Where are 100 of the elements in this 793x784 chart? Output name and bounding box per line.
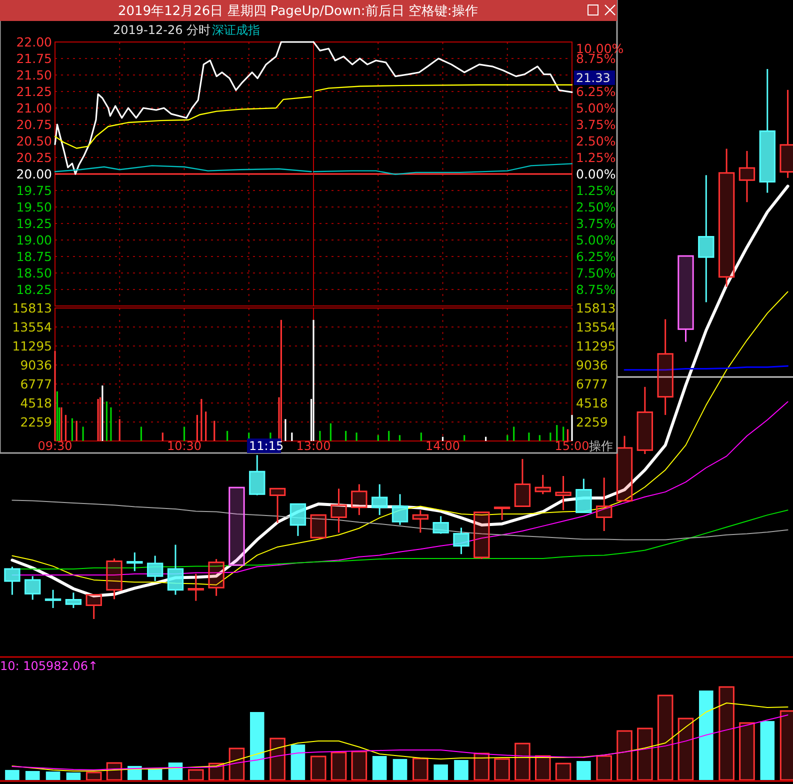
text: 深证成指 — [212, 23, 260, 37]
candlestick — [453, 526, 470, 555]
candlestick — [718, 148, 735, 288]
candlestick — [759, 68, 776, 194]
y-tick-label: 13554 — [12, 320, 52, 334]
bar — [86, 772, 102, 781]
bar — [739, 722, 755, 781]
y-tick-label: 15813 — [12, 300, 52, 316]
y2-tick-label: 0.00% — [576, 166, 616, 182]
y-tick-label: 4518 — [576, 396, 608, 410]
x-tick-label: 10:30 — [166, 439, 202, 453]
bar — [228, 748, 245, 781]
candlestick — [106, 558, 122, 600]
y-tick-label: 18.25 — [16, 282, 52, 297]
bar — [148, 768, 162, 780]
bar — [514, 742, 530, 781]
bar — [454, 760, 468, 780]
y2-tick-label: 8.75% — [576, 282, 616, 297]
y-tick-label: 20.00 — [16, 166, 52, 182]
bar — [434, 764, 448, 780]
candlestick — [636, 386, 654, 455]
y-tick-label: 6777 — [20, 376, 52, 392]
bar — [25, 770, 40, 780]
bar — [555, 762, 572, 781]
y-tick-label: 6777 — [576, 376, 608, 392]
y-tick-label: 21.50 — [16, 68, 52, 82]
candlestick — [167, 544, 184, 596]
bar — [760, 721, 775, 780]
bar — [637, 728, 653, 781]
y2-tick-label: 7.50% — [576, 266, 616, 280]
candlestick — [188, 573, 204, 602]
bar — [330, 752, 347, 781]
bar — [616, 730, 632, 781]
y-tick-label: 2259 — [576, 414, 608, 430]
candlestick — [208, 558, 224, 597]
chart-subtitle: 2019-12-26 分时 — [113, 23, 211, 37]
y2-tick-label: 2.50% — [576, 200, 616, 214]
y-tick-label: 19.50 — [16, 200, 52, 214]
bar — [372, 756, 387, 780]
y-tick-label: 20.75 — [16, 117, 52, 132]
text: 10: 105982.06↑ — [0, 659, 98, 673]
y-tick-label: 9036 — [20, 358, 52, 372]
bar — [5, 770, 20, 780]
y-tick-label: 18.75 — [16, 249, 52, 264]
y-tick-label: 2259 — [20, 414, 52, 430]
y-tick-label: 19.25 — [16, 216, 52, 231]
bar — [66, 772, 81, 780]
y2-tick-label: 3.75% — [576, 216, 616, 231]
y2-tick-label: 1.25% — [576, 150, 616, 165]
y-tick-label: 20.50 — [16, 134, 52, 148]
y2-tick-label: 3.75% — [576, 117, 616, 132]
candlestick — [371, 484, 388, 516]
bar — [46, 772, 60, 780]
y-tick-label: 11295 — [576, 338, 616, 354]
bar — [290, 744, 306, 780]
x-tick-label: 14:00 — [425, 439, 460, 453]
y-tick-label: 19.75 — [16, 183, 52, 198]
candlestick — [351, 484, 368, 516]
y-tick-label: 4518 — [20, 396, 52, 410]
y-tick-label: 19.00 — [16, 232, 52, 248]
y-tick-label: 22.00 — [16, 34, 52, 50]
annotation: 操作 — [589, 439, 613, 453]
bar — [250, 712, 264, 780]
bar — [494, 758, 510, 781]
y-tick-label: 20.25 — [16, 150, 52, 165]
y-tick-label: 21.75 — [16, 51, 52, 66]
y-tick-label: 21.25 — [16, 84, 52, 99]
bar — [718, 686, 734, 781]
bar — [351, 750, 368, 781]
candlestick — [596, 476, 612, 532]
y-tick-label: 13554 — [576, 320, 616, 334]
y-tick-label: 15813 — [576, 300, 616, 316]
bar — [412, 758, 428, 781]
candlestick — [657, 318, 674, 416]
bar — [474, 752, 490, 781]
y2-tick-label: 1.25% — [576, 183, 616, 198]
y2-tick-label: 5.00% — [576, 100, 616, 116]
annotation: 21.33 — [576, 71, 610, 85]
bar — [270, 738, 286, 781]
bar — [310, 756, 326, 781]
y2-tick-label: 2.50% — [576, 134, 616, 148]
bar — [168, 762, 183, 780]
bar — [576, 761, 591, 780]
y-tick-label: 18.50 — [16, 266, 52, 280]
x-tick-label: 15:00 — [554, 439, 590, 453]
bar — [678, 718, 694, 781]
bar — [188, 769, 204, 781]
candlestick — [126, 552, 143, 572]
candlestick — [738, 150, 756, 203]
x-tick-label: 09:30 — [38, 439, 72, 453]
bar — [392, 758, 408, 780]
y2-tick-label: 6.25% — [576, 249, 616, 264]
y2-tick-label: 6.25% — [576, 84, 616, 99]
annotation: 11:15 — [249, 439, 284, 453]
candlestick — [698, 174, 714, 303]
x-tick-label: 13:00 — [296, 439, 331, 453]
y-tick-label: 11295 — [12, 338, 52, 354]
bar — [596, 755, 612, 781]
y-tick-label: 21.00 — [16, 100, 52, 116]
y2-tick-label: 5.00% — [576, 232, 616, 248]
